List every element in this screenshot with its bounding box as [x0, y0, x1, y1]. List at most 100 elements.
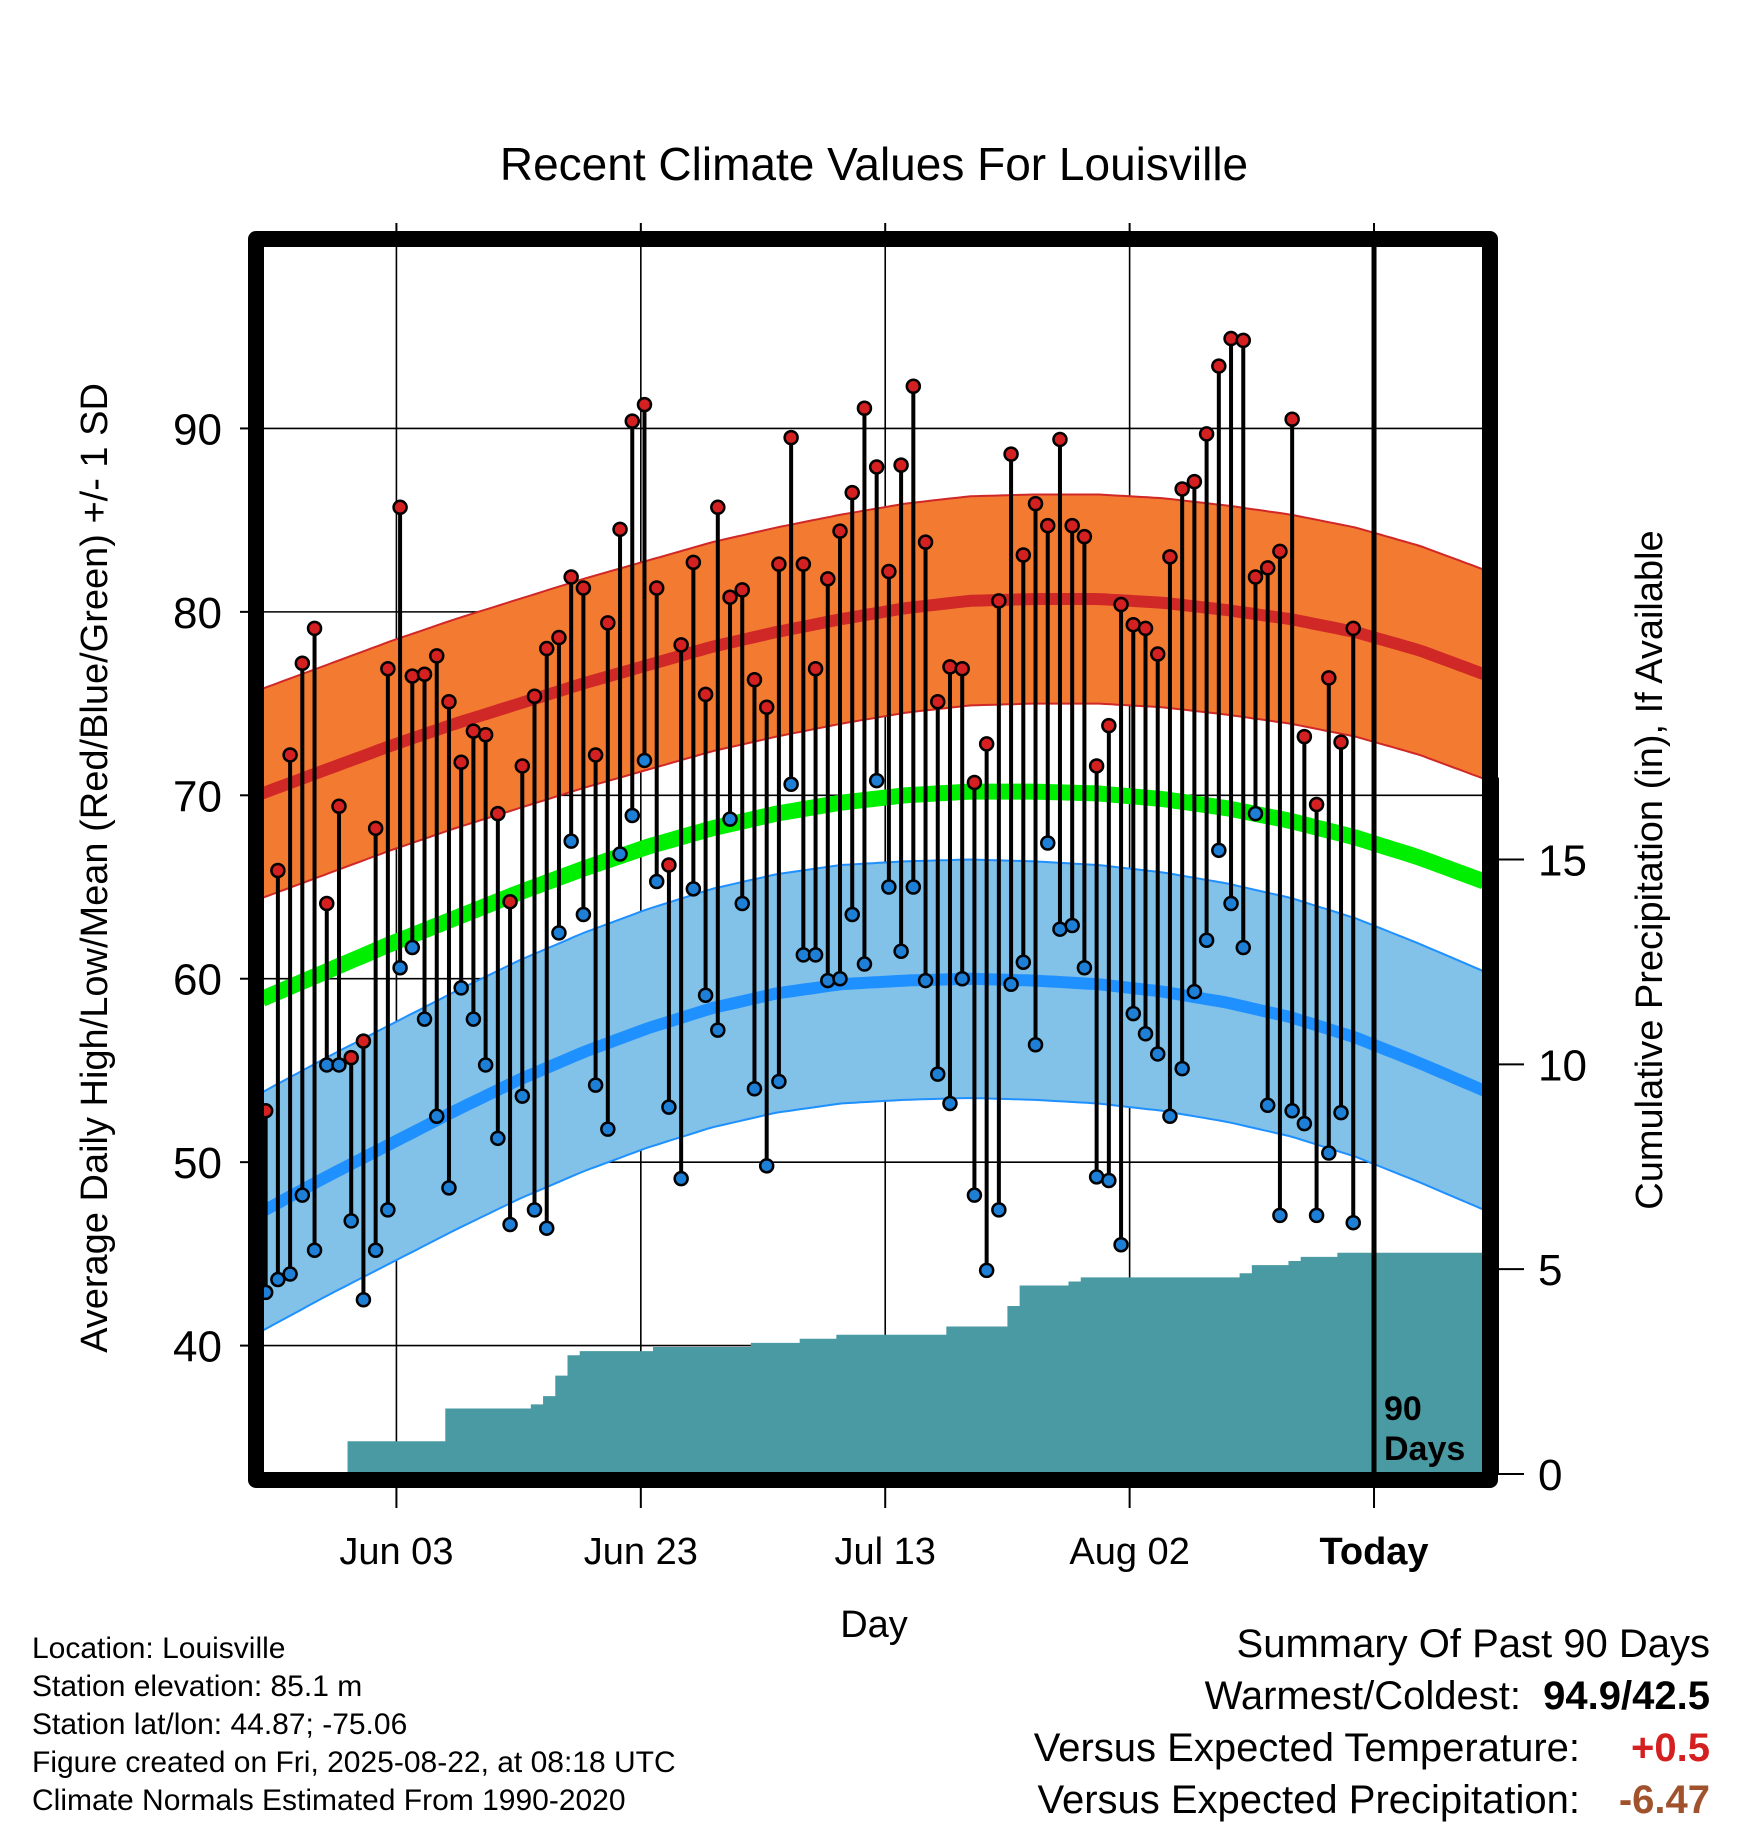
low-point	[697, 987, 714, 1003]
high-point	[551, 629, 567, 646]
high-point	[343, 1049, 359, 1066]
high-point	[306, 620, 323, 637]
low-point	[636, 752, 653, 769]
high-point	[746, 671, 763, 688]
low-point	[514, 1088, 531, 1104]
low-point	[893, 943, 909, 959]
low-point	[1259, 1097, 1276, 1114]
low-point	[1211, 842, 1227, 859]
low-point	[1039, 835, 1056, 851]
high-point	[526, 688, 543, 704]
plot-frame	[248, 231, 1498, 1488]
info-location: Location: Louisville	[32, 1632, 286, 1665]
y-tick-label-left: 90	[173, 405, 222, 454]
high-point	[697, 686, 714, 703]
high-point	[1308, 796, 1325, 813]
low-point	[294, 1187, 311, 1203]
low-point	[465, 1011, 482, 1027]
y-tick-label-right: 15	[1538, 837, 1587, 886]
high-point	[1003, 446, 1019, 462]
high-point	[734, 582, 750, 598]
low-point	[477, 1057, 494, 1073]
high-point	[893, 457, 909, 473]
high-point	[844, 484, 860, 501]
precip-value: -6.47	[1618, 1778, 1710, 1822]
high-point	[575, 580, 592, 596]
high-point	[1211, 358, 1227, 374]
y-tick-label-left: 80	[173, 589, 222, 638]
low-point	[380, 1202, 396, 1218]
high-point	[1345, 620, 1361, 637]
high-point	[905, 378, 922, 394]
low-point	[490, 1130, 506, 1147]
low-point	[1101, 1172, 1117, 1189]
low-point	[624, 807, 641, 824]
temp-value: +0.5	[1631, 1726, 1710, 1770]
high-point	[771, 556, 787, 572]
low-point	[661, 1099, 677, 1115]
x-tick-label: Jul 13	[835, 1531, 936, 1573]
low-point	[1149, 1046, 1166, 1062]
low-point	[587, 1077, 604, 1093]
low-point	[428, 1108, 445, 1125]
low-point	[734, 895, 750, 912]
info-created: Figure created on Fri, 2025-08-22, at 08…	[32, 1746, 676, 1779]
low-point	[1113, 1236, 1129, 1253]
high-point	[270, 862, 286, 879]
low-point	[1174, 1060, 1190, 1077]
high-point	[624, 413, 641, 429]
high-point	[1272, 543, 1288, 560]
low-point	[1345, 1214, 1361, 1231]
high-point	[1174, 481, 1190, 497]
high-point	[795, 556, 812, 572]
high-point	[1162, 549, 1178, 565]
low-point	[1321, 1145, 1337, 1161]
high-point	[1015, 547, 1032, 563]
low-point	[954, 970, 970, 987]
warm-cold-label: Warmest/Coldest:	[1204, 1674, 1521, 1718]
high-point	[1088, 758, 1105, 774]
low-point	[844, 906, 860, 923]
low-point	[685, 881, 702, 897]
high-point	[954, 660, 970, 677]
low-point	[600, 1121, 616, 1137]
high-point	[1321, 670, 1337, 686]
low-point	[1247, 805, 1264, 822]
high-point	[1296, 728, 1313, 745]
low-point	[612, 846, 628, 862]
high-point	[538, 640, 555, 657]
low-point	[355, 1291, 372, 1308]
y-tick-label-left: 40	[173, 1323, 222, 1372]
low-point	[832, 970, 848, 987]
low-point	[282, 1266, 298, 1282]
high-point	[1186, 473, 1203, 490]
low-point	[1308, 1207, 1325, 1224]
low-point	[856, 956, 873, 972]
high-point	[710, 499, 726, 516]
x-tick-label: Jun 03	[339, 1531, 453, 1573]
info-elevation: Station elevation: 85.1 m	[32, 1670, 363, 1703]
high-point	[673, 637, 689, 653]
low-point	[416, 1011, 433, 1027]
high-point	[661, 857, 677, 873]
high-point	[490, 805, 506, 822]
low-point	[331, 1057, 347, 1073]
low-point	[991, 1202, 1007, 1218]
low-point	[722, 811, 738, 827]
high-point	[612, 521, 628, 538]
low-point	[868, 772, 885, 789]
high-point	[991, 593, 1007, 609]
y-tick-label-right: 0	[1538, 1451, 1562, 1500]
high-point	[868, 459, 885, 475]
daily-range-stems	[263, 338, 1356, 1300]
high-point	[404, 668, 421, 684]
low-point	[1223, 895, 1239, 912]
high-point	[477, 727, 494, 743]
low-point	[1333, 1104, 1349, 1121]
high-point	[331, 798, 347, 815]
low-point	[551, 925, 567, 941]
high-point	[832, 523, 848, 539]
low-point	[771, 1073, 787, 1090]
summary-precip: Versus Expected Precipitation: -6.47	[1037, 1778, 1710, 1823]
